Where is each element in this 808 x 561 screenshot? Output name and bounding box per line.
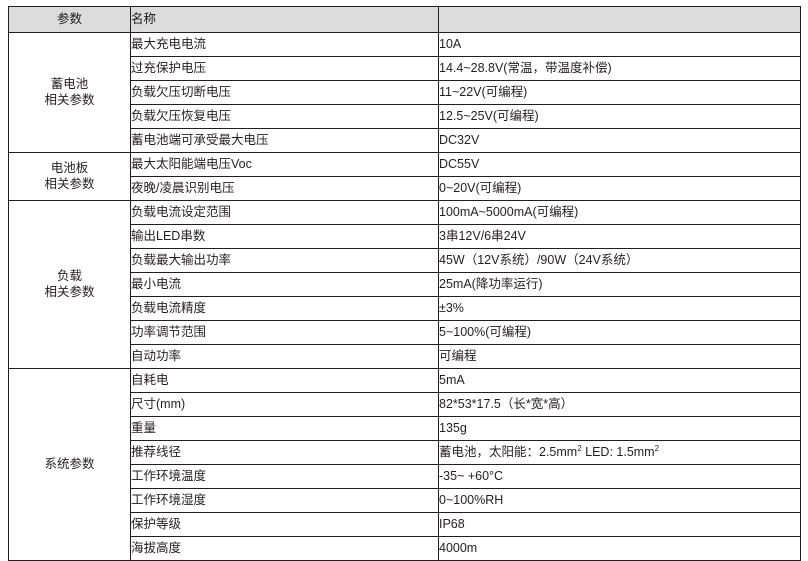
column-header-group: 参数 [8, 6, 131, 33]
parameter-name-cell: 自耗电 [130, 368, 439, 393]
parameter-name-cell: 工作环境温度 [130, 464, 439, 489]
parameter-value-cell: DC55V [438, 152, 801, 177]
column-header-name: 名称 [130, 6, 439, 33]
table-row: 过充保护电压 14.4~28.8V(常温，带温度补偿) [9, 56, 801, 81]
table-row: 尺寸(mm) 82*53*17.5（长*宽*高） [9, 392, 801, 417]
parameter-value-cell: 11~22V(可编程) [438, 80, 801, 105]
table-body: 蓄电池 相关参数 最大充电电流 10A 过充保护电压 14.4~28.8V(常温，带温度… [8, 32, 801, 561]
group-label-cell: 系统参数 [8, 368, 131, 561]
parameter-name-cell: 最大充电电流 [130, 32, 439, 57]
parameter-name-cell: 保护等级 [130, 512, 439, 537]
group-label-cell: 负载 相关参数 [8, 200, 131, 369]
parameter-name-cell: 负载最大输出功率 [130, 248, 439, 273]
parameter-name-cell: 输出LED串数 [130, 224, 439, 249]
parameter-name-cell: 负载电流精度 [130, 296, 439, 321]
parameter-value-cell: 25mA(降功率运行) [438, 272, 801, 297]
table-header: 参数 名称 [8, 6, 801, 33]
parameter-value-cell: 蓄电池，太阳能：2.5mm2 LED: 1.5mm2 [438, 440, 801, 465]
parameter-value-cell: 45W（12V系统）/90W（24V系统） [438, 248, 801, 273]
parameter-name-cell: 尺寸(mm) [130, 392, 439, 417]
table-row: 蓄电池 相关参数 最大充电电流 10A [8, 32, 801, 153]
table-row: 保护等级 IP68 [9, 512, 801, 537]
header-row: 参数 名称 [8, 6, 801, 33]
parameter-name-cell: 工作环境湿度 [130, 488, 439, 513]
parameter-value-cell: -35~ +60°C [438, 464, 801, 489]
parameter-value-cell: 10A [438, 32, 801, 57]
table-row: 系统参数 自耗电 5mA [8, 368, 801, 561]
group-label-cell: 电池板 相关参数 [8, 152, 131, 201]
parameter-value-cell: 0~20V(可编程) [438, 176, 801, 201]
table-row: 负载欠压恢复电压 12.5~25V(可编程) [9, 104, 801, 129]
parameter-value-cell: 0~100%RH [438, 488, 801, 513]
parameter-value-cell: 14.4~28.8V(常温，带温度补偿) [438, 56, 801, 81]
table-row: 重量 135g [9, 416, 801, 441]
table-row: 工作环境湿度 0~100%RH [9, 488, 801, 513]
parameter-value-cell: 82*53*17.5（长*宽*高） [438, 392, 801, 417]
column-header-value [438, 6, 801, 33]
parameter-value-cell: 135g [438, 416, 801, 441]
parameter-value-cell: 4000m [438, 536, 801, 561]
parameter-value-cell: DC32V [438, 128, 801, 153]
table-row: 工作环境温度 -35~ +60°C [9, 464, 801, 489]
parameter-name-cell: 功率调节范围 [130, 320, 439, 345]
parameter-name-cell: 夜晚/凌晨识别电压 [130, 176, 439, 201]
parameter-name-cell: 负载欠压切断电压 [130, 80, 439, 105]
parameter-name-cell: 最小电流 [130, 272, 439, 297]
table-row: 输出LED串数 3串12V/6串24V [9, 224, 801, 249]
parameter-value-cell: IP68 [438, 512, 801, 537]
parameter-name-cell: 负载欠压恢复电压 [130, 104, 439, 129]
table-row: 电池板 相关参数 最大太阳能端电压Voc DC55V [8, 152, 801, 201]
group-label-cell: 蓄电池 相关参数 [8, 32, 131, 153]
table-row: 最小电流 25mA(降功率运行) [9, 272, 801, 297]
parameter-name-cell: 海拔高度 [130, 536, 439, 561]
parameter-name-cell: 过充保护电压 [130, 56, 439, 81]
specification-table: 参数 名称 蓄电池 相关参数 最大充电电流 10A 过充保护电压 14.4~28.8V(… [8, 6, 801, 561]
parameter-name-cell: 负载电流设定范围 [130, 200, 439, 225]
parameter-name-cell: 自动功率 [130, 344, 439, 369]
parameter-name-cell: 蓄电池端可承受最大电压 [130, 128, 439, 153]
parameter-value-cell: ±3% [438, 296, 801, 321]
parameter-name-cell: 重量 [130, 416, 439, 441]
table-row: 蓄电池端可承受最大电压 DC32V [9, 128, 801, 153]
spec-sheet: 参数 名称 蓄电池 相关参数 最大充电电流 10A 过充保护电压 14.4~28.8V(… [8, 6, 801, 561]
parameter-name-cell: 推荐线径 [130, 440, 439, 465]
parameter-value-cell: 12.5~25V(可编程) [438, 104, 801, 129]
parameter-name-cell: 最大太阳能端电压Voc [130, 152, 439, 177]
table-row: 夜晚/凌晨识别电压 0~20V(可编程) [9, 176, 801, 201]
parameter-value-cell: 可编程 [438, 344, 801, 369]
parameter-value-cell: 5mA [438, 368, 801, 393]
parameter-value-cell: 5~100%(可编程) [438, 320, 801, 345]
table-row: 负载 相关参数 负载电流设定范围 100mA~5000mA(可编程) [8, 200, 801, 369]
parameter-value-cell: 100mA~5000mA(可编程) [438, 200, 801, 225]
table-row: 负载最大输出功率 45W（12V系统）/90W（24V系统） [9, 248, 801, 273]
table-row: 推荐线径 蓄电池，太阳能：2.5mm2 LED: 1.5mm2 [9, 440, 801, 465]
parameter-value-cell: 3串12V/6串24V [438, 224, 801, 249]
